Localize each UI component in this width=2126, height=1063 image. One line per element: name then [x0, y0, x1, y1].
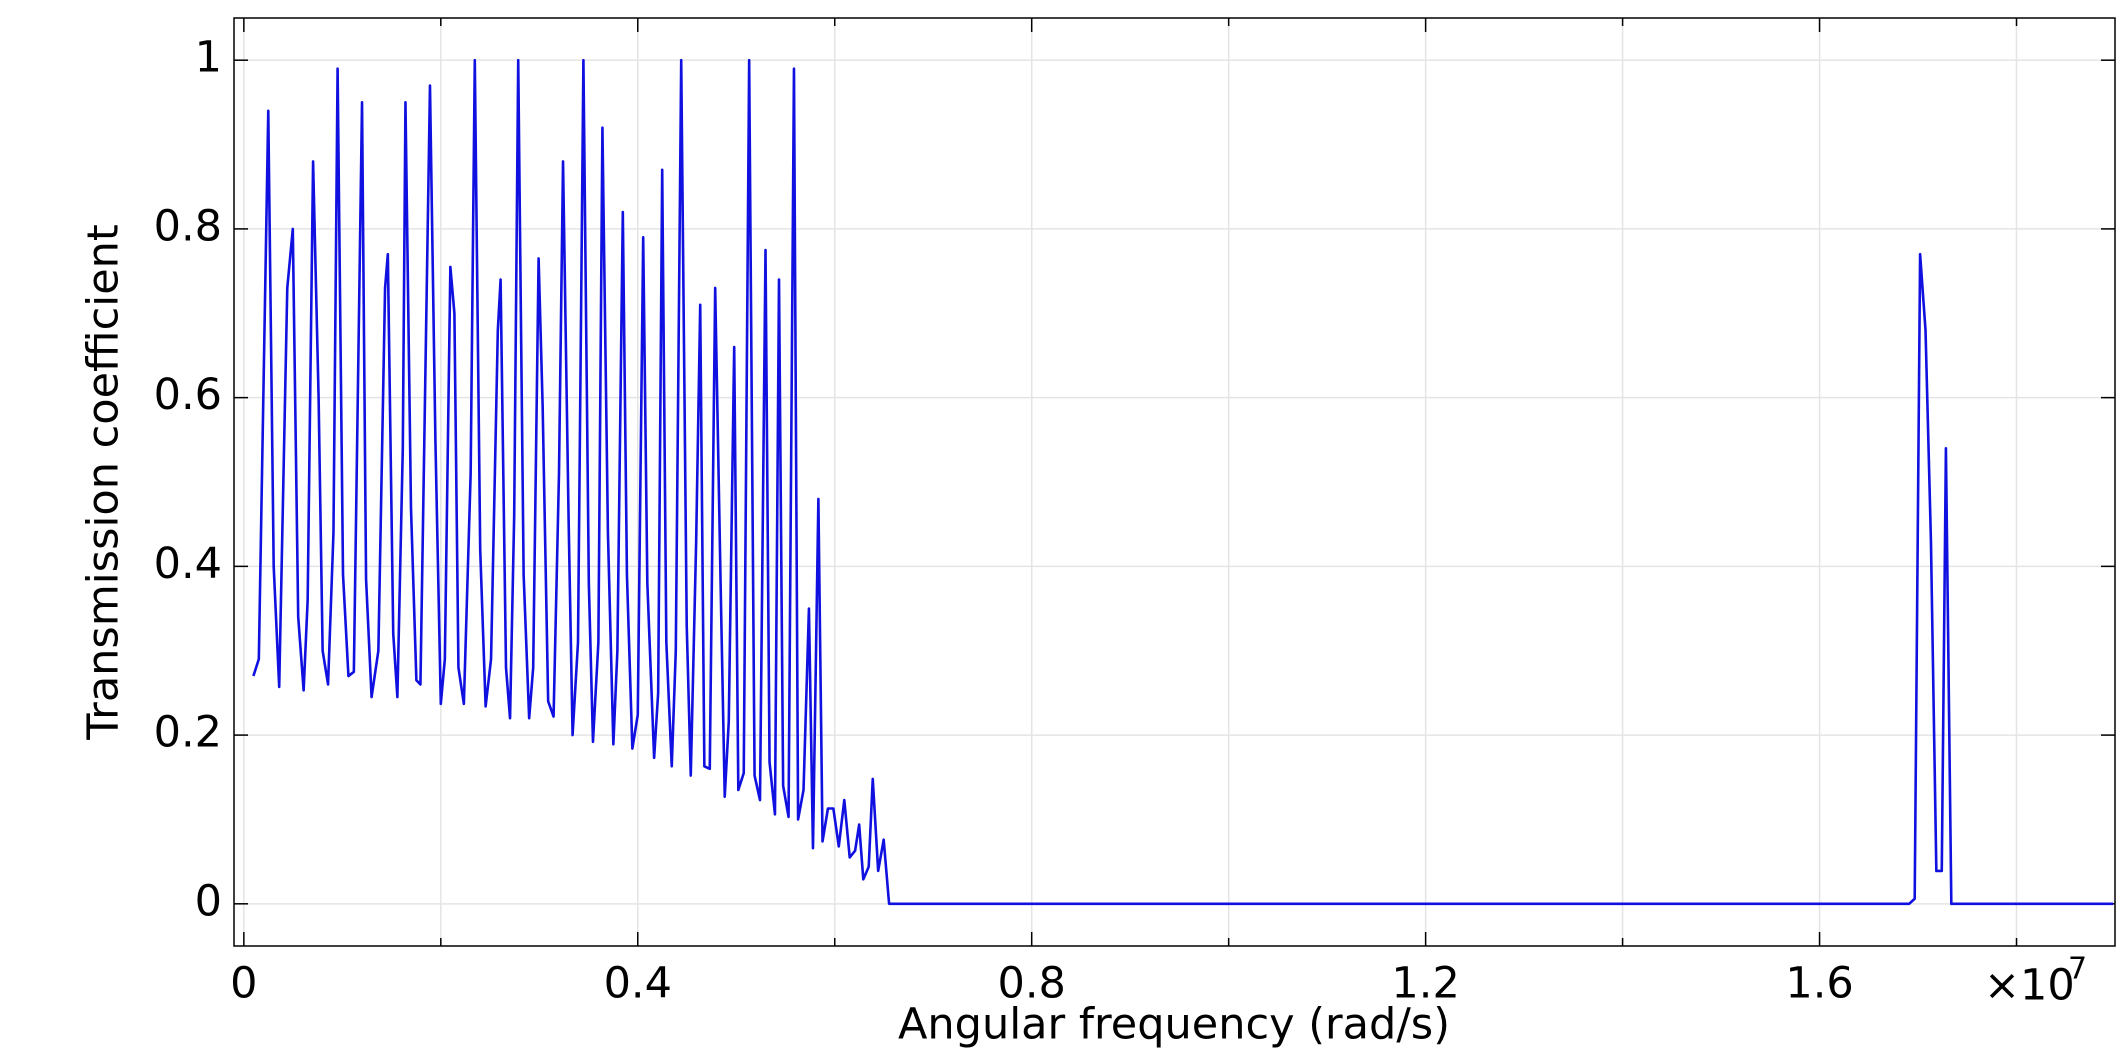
- plot-frame: [233, 17, 2116, 947]
- x-tick-label: 0.8: [998, 959, 1066, 1009]
- y-tick-label: 0.4: [154, 539, 222, 589]
- x-tick-label: 0: [230, 959, 257, 1009]
- x-tick-label: 1.6: [1785, 959, 1853, 1009]
- y-tick-label: 0: [195, 876, 222, 926]
- x-tick-label: 1.2: [1391, 959, 1459, 1009]
- x-tick-label: 0.4: [604, 959, 672, 1009]
- x-exponent: 7: [2068, 952, 2087, 987]
- data-line: [252, 58, 2114, 906]
- y-tick-label: 0.2: [154, 708, 222, 758]
- y-tick-label: 1: [195, 33, 222, 83]
- y-tick-label: 0.6: [154, 370, 222, 420]
- y-tick-label: 0.8: [154, 201, 222, 251]
- x-axis-label: Angular frequency (rad/s): [898, 1000, 1450, 1050]
- x-multiplier: ×10: [1984, 961, 2075, 1011]
- y-axis-label: Transmission coefficient: [79, 224, 129, 741]
